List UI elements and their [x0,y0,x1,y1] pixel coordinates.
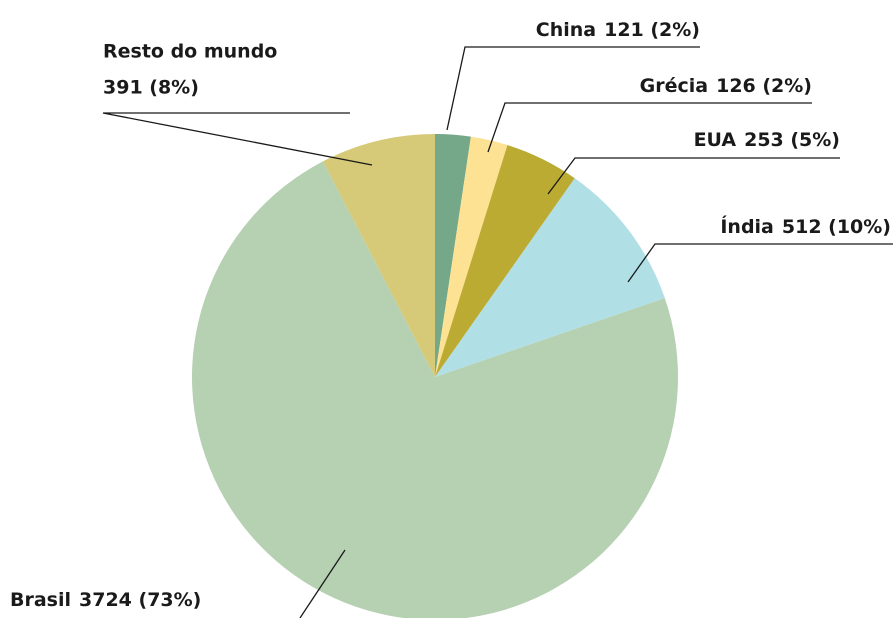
value-label: 512 (10%) [782,216,891,238]
pie-slice [435,178,665,377]
leader-line [102,112,373,166]
value-label: 253 (5%) [744,129,840,151]
label: Grécia 126 (2%) [640,75,812,97]
leader-line [547,157,840,195]
leader-line [627,243,893,283]
label: China 121 (2%) [536,19,700,41]
leader-line [487,102,812,153]
pie-slice [322,134,435,377]
label: EUA 253 (5%) [694,129,840,151]
category-label: Índia [720,215,774,238]
slice-label: China 121 (2%) [446,19,700,131]
category-label: Resto do mundo [103,41,277,63]
category-label: Brasil [10,589,71,611]
slice-label: Resto do mundo 391 (8%) [102,41,373,166]
pie-slice [435,136,508,377]
slice-label: Grécia 126 (2%) [487,75,812,153]
category-label: China [536,19,596,41]
slice-label: Brasil 3724 (73%) [10,549,346,618]
pie-slice [435,145,575,377]
value-label: 121 (2%) [604,19,700,41]
pie-slice [192,161,678,618]
label: Índia 512 (10%) [720,215,891,238]
category-label: EUA [694,129,737,151]
slice-label: EUA 253 (5%) [547,129,840,195]
value-label: 126 (2%) [716,75,812,97]
value-label: 3724 (73%) [79,589,201,611]
category-label: Grécia [640,75,708,97]
value-label: 391 (8%) [103,77,199,99]
leader-line [446,46,700,131]
pie-slice [435,134,471,377]
label: Brasil 3724 (73%) [10,589,201,611]
leader-line [299,549,346,618]
slice-label: Índia 512 (10%) [627,215,893,283]
